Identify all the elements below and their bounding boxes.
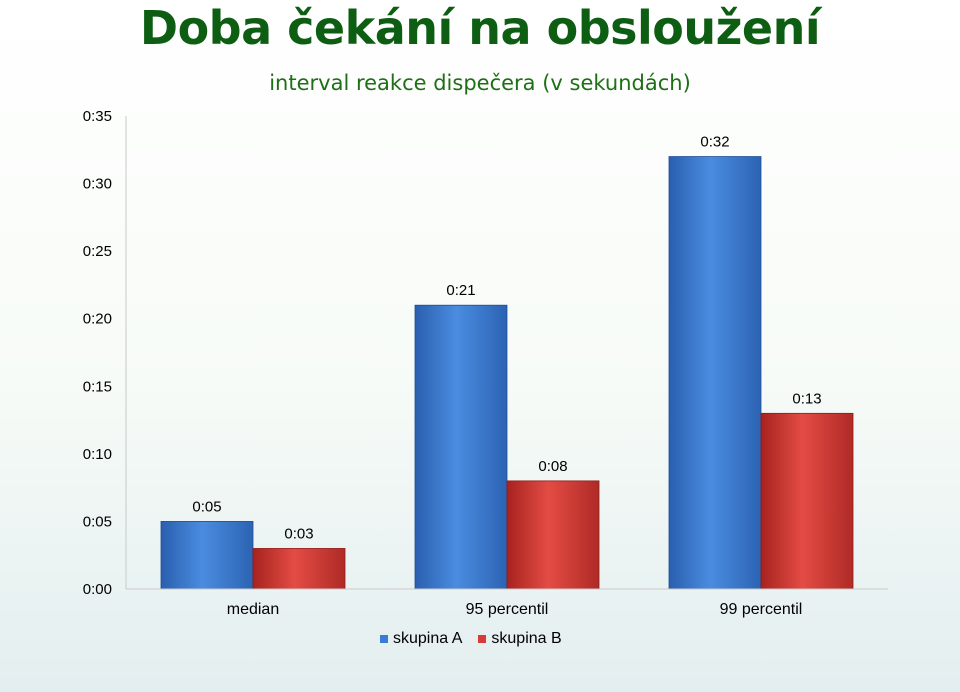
y-tick-label: 0:10 <box>83 446 112 463</box>
x-category-label: median <box>227 601 279 618</box>
y-tick-label: 0:15 <box>83 378 112 395</box>
legend: skupina A skupina B <box>380 628 600 650</box>
y-tick-label: 0:00 <box>83 581 112 598</box>
legend-swatch-skupina-b <box>478 635 487 643</box>
y-tick-label: 0:25 <box>83 243 112 260</box>
y-tick-label: 0:35 <box>83 108 112 125</box>
data-label: 0:32 <box>700 134 729 151</box>
bar-skupina-a <box>160 521 254 590</box>
legend-label-skupina-b: skupina B <box>491 630 562 647</box>
data-label: 0:08 <box>538 458 567 475</box>
bar-skupina-b <box>506 480 600 590</box>
y-tick-label: 0:20 <box>83 311 112 328</box>
bar-skupina-b <box>252 548 346 590</box>
bar-skupina-a <box>414 304 508 590</box>
legend-swatch-skupina-a <box>380 635 388 643</box>
y-tick-label: 0:30 <box>83 176 112 193</box>
y-tick-label: 0:05 <box>83 513 112 530</box>
bars: 0:05 0:03 0:21 0:08 0:32 0:13 <box>160 134 854 590</box>
legend-item-skupina-b: skupina B <box>478 630 562 648</box>
legend-item-skupina-a: skupina A <box>380 630 462 648</box>
chart-subtitle: interval reakce dispečera (v sekundách) <box>269 71 691 95</box>
data-label: 0:21 <box>446 282 475 299</box>
bar-skupina-b <box>760 412 854 590</box>
data-label: 0:03 <box>284 525 313 542</box>
bar-skupina-a <box>668 156 762 590</box>
x-axis: median 95 percentil 99 percentil <box>126 588 888 618</box>
chart-title: Doba čekání na obsloužení <box>139 1 821 55</box>
x-category-label: 99 percentil <box>720 601 803 618</box>
data-label: 0:13 <box>792 390 821 407</box>
x-category-label: 95 percentil <box>466 601 549 618</box>
legend-label-skupina-a: skupina A <box>393 630 463 647</box>
y-axis: 0:00 0:05 0:10 0:15 0:20 0:25 0:30 0:35 <box>83 108 127 598</box>
data-label: 0:05 <box>192 498 221 515</box>
